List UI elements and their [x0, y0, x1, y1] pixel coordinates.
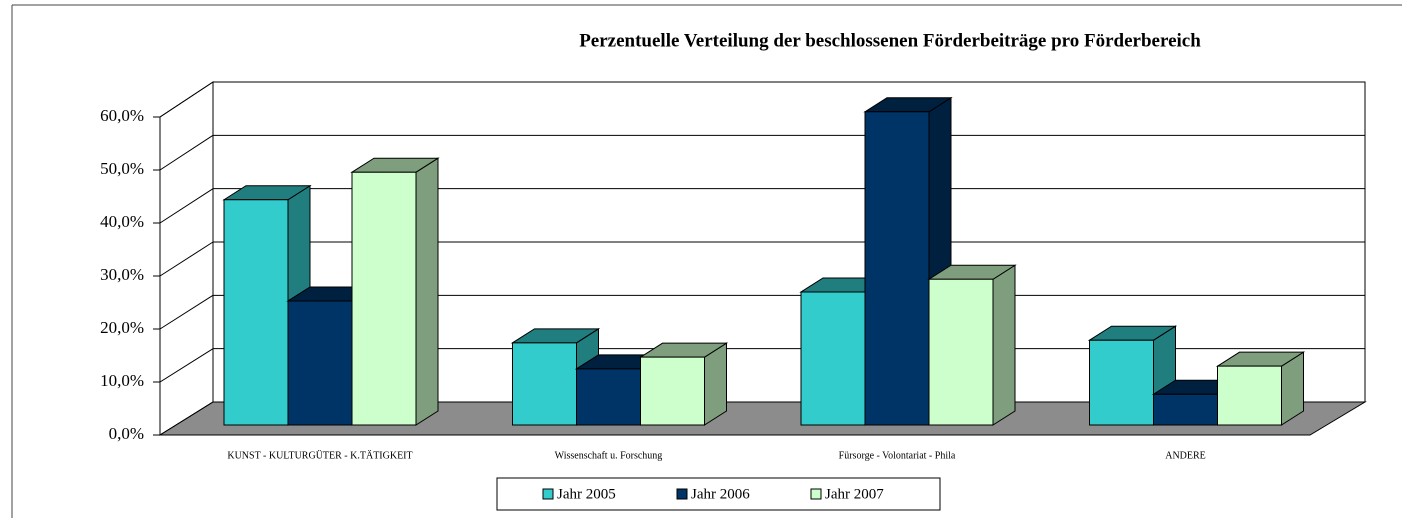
legend-label: Jahr 2006 [691, 486, 750, 502]
bar [638, 342, 729, 426]
y-tick-label: 40,0% [100, 212, 144, 231]
bar-front [1217, 365, 1282, 426]
bar-front [1153, 393, 1218, 426]
bar-front [287, 300, 353, 426]
legend-swatch [676, 488, 688, 500]
y-tick-label: 10,0% [100, 371, 144, 390]
bar-front [864, 111, 930, 426]
bar-front [351, 171, 417, 426]
grid-line [159, 81, 214, 118]
bar [350, 157, 440, 426]
x-tick-label: ANDERE [1165, 450, 1206, 461]
bar-front [223, 199, 289, 426]
y-tick-label: 20,0% [100, 318, 144, 337]
bar [927, 264, 1017, 426]
bar-front [928, 278, 994, 426]
bar-side [992, 264, 1016, 426]
grid-line [159, 241, 214, 277]
x-tick-label: KUNST - KULTURGÜTER - K.TÄTIGKEIT [227, 449, 412, 461]
y-tick-label: 60,0% [100, 106, 144, 125]
grid-line [159, 294, 214, 330]
x-tick-label: Wissenschaft u. Forschung [555, 450, 663, 461]
bar-front [512, 342, 577, 426]
bar-front [576, 368, 641, 426]
legend-swatch [810, 488, 822, 500]
legend [496, 477, 941, 511]
grid-line [159, 401, 214, 436]
y-tick-label: 30,0% [100, 265, 144, 284]
legend-swatch [542, 488, 554, 500]
legend-label: Jahr 2007 [825, 486, 884, 502]
grid-line [159, 348, 214, 383]
x-tick-label: Fürsorge - Volontariat - Phila [839, 450, 956, 461]
bar-front [800, 291, 866, 426]
y-tick-label: 50,0% [100, 159, 144, 178]
bar-side [415, 157, 439, 426]
grid-line [159, 134, 214, 171]
bar-front [640, 356, 705, 426]
bar [1215, 351, 1306, 426]
y-tick-label: 0,0% [109, 424, 144, 443]
grid-line [159, 188, 214, 224]
legend-label: Jahr 2005 [557, 486, 616, 502]
bar-front [1089, 339, 1154, 426]
chart-title: Perzentuelle Verteilung der beschlossene… [579, 30, 1201, 51]
